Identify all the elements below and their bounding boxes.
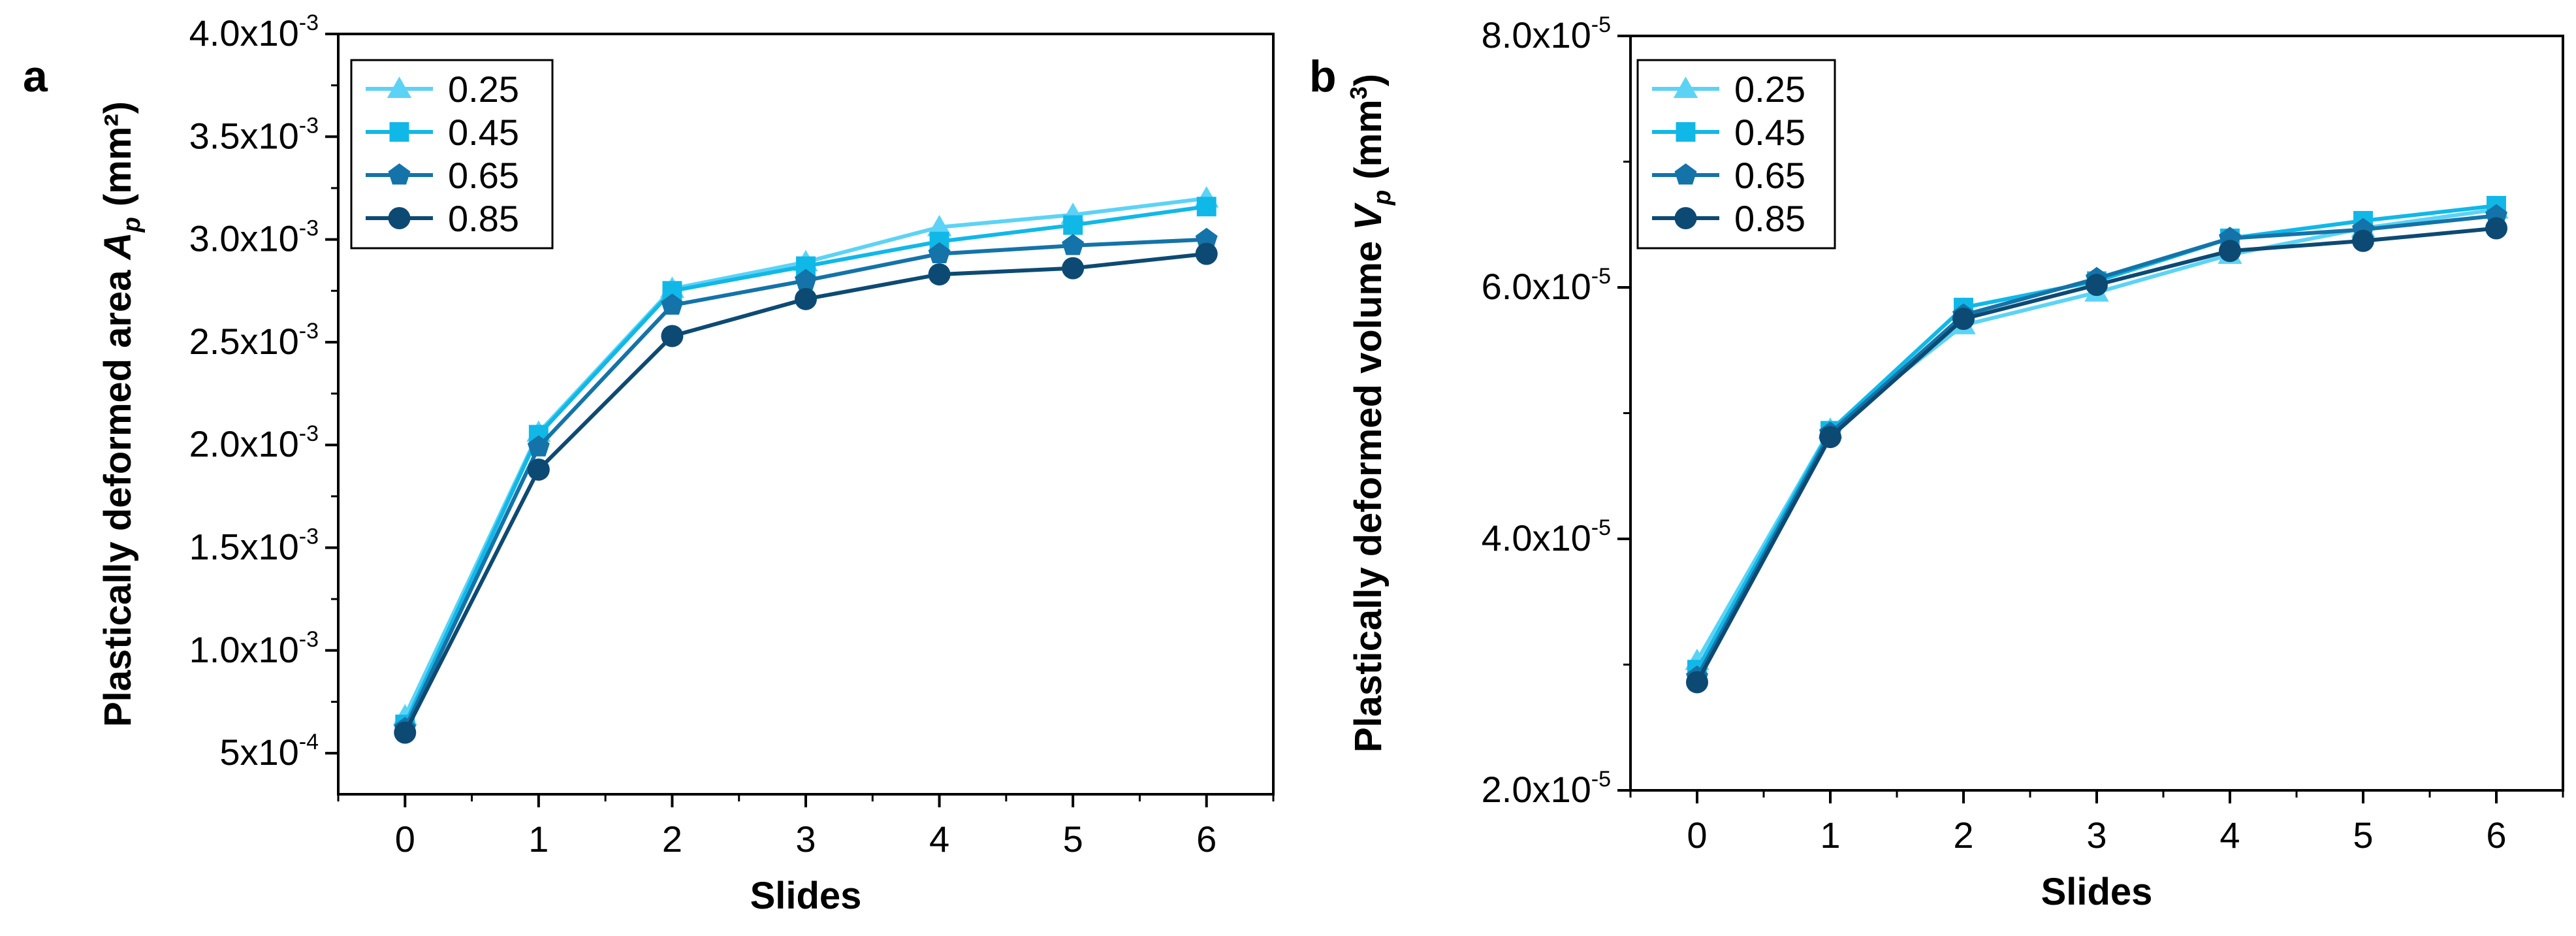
- data-point: [928, 242, 951, 264]
- data-point: [1195, 242, 1218, 265]
- series-0.65: [394, 227, 1218, 738]
- data-point: [1686, 671, 1708, 694]
- data-point: [1952, 308, 1975, 331]
- x-tick-label: 0: [1687, 815, 1707, 856]
- data-point: [1062, 234, 1085, 255]
- x-tick-label: 3: [795, 818, 816, 860]
- legend-marker-square: [1676, 122, 1696, 142]
- panel-letter: b: [1309, 52, 1337, 101]
- panel-letter: a: [23, 52, 48, 101]
- y-tick-label: 1.5x10-3: [189, 524, 319, 567]
- x-tick-label: 5: [2353, 815, 2373, 856]
- x-tick-label: 4: [2219, 815, 2240, 856]
- data-point: [394, 721, 417, 744]
- legend: 0.250.450.650.85: [350, 59, 554, 250]
- legend-marker-circle: [388, 207, 411, 229]
- y-axis-title: Plastically deformed volume Vp (mm3): [1345, 74, 1396, 752]
- data-point: [527, 458, 550, 481]
- y-tick-label: 3.0x10-3: [189, 216, 319, 259]
- y-tick-label: 2.5x10-3: [189, 319, 319, 362]
- x-tick-label: 4: [929, 818, 949, 860]
- legend-label: 0.65: [1734, 155, 1805, 196]
- x-tick-label: 5: [1063, 818, 1083, 860]
- data-point: [527, 435, 550, 457]
- legend-label: 0.45: [448, 112, 519, 153]
- data-point: [1195, 227, 1218, 250]
- y-tick-label: 3.5x10-3: [189, 113, 319, 156]
- y-axis: 5x10-4 1.0x10-3 1.5x10-3 2.0x10-3 2.5x10-3 3.…: [189, 10, 338, 773]
- legend-marker-pentagon: [1674, 163, 1697, 185]
- data-point: [661, 325, 684, 347]
- x-tick-label: 0: [395, 818, 415, 860]
- series-0.85: [1686, 217, 2507, 694]
- data-point: [1819, 426, 1841, 449]
- data-point: [2352, 229, 2374, 252]
- legend-marker-circle: [1674, 207, 1697, 229]
- y-tick-label: 5x10-4: [219, 730, 319, 773]
- y-tick-label: 2.0x10-5: [1482, 767, 1611, 810]
- data-point: [1063, 215, 1083, 235]
- data-point: [2219, 240, 2241, 263]
- series-line: [403, 251, 1207, 734]
- x-tick-label: 6: [2486, 815, 2506, 856]
- data-point: [661, 293, 684, 315]
- legend-marker-square: [389, 122, 409, 142]
- y-tick-label: 2.0x10-3: [189, 421, 319, 464]
- chart-panel-b: b 0 1 2 3 4 5 6 Slides 2.0x10-5 4.0x10-5 6.0x10-5 8.…: [1309, 12, 2564, 913]
- x-axis-title: Slides: [750, 875, 862, 917]
- legend-label: 0.25: [448, 69, 519, 110]
- data-point: [1062, 257, 1085, 280]
- x-tick-label: 1: [1820, 815, 1840, 856]
- chart-panel-a: a 0 1 2 3 4 5 6 Slides 5x10-4 1.0x10-3 1.5x10-3 2.0x…: [23, 10, 1275, 917]
- data-point: [1196, 197, 1216, 217]
- y-axis: 2.0x10-5 4.0x10-5 6.0x10-5 8.0x10-5: [1482, 12, 1630, 810]
- legend-marker-triangle: [1673, 76, 1698, 99]
- data-point: [795, 287, 817, 310]
- y-tick-label: 8.0x10-5: [1482, 12, 1611, 56]
- legend-label: 0.85: [1734, 198, 1805, 239]
- legend-label: 0.45: [1734, 112, 1805, 153]
- x-tick-label: 3: [2086, 815, 2107, 856]
- x-axis-title: Slides: [2041, 871, 2153, 913]
- data-point: [928, 263, 951, 286]
- x-axis: 0 1 2 3 4 5 6: [337, 794, 1275, 860]
- y-tick-label: 4.0x10-5: [1482, 515, 1611, 558]
- series-line: [403, 237, 1207, 730]
- y-tick-label: 4.0x10-3: [189, 10, 319, 54]
- data-point: [927, 215, 952, 236]
- x-tick-label: 1: [528, 818, 549, 860]
- x-tick-label: 2: [1953, 815, 1973, 856]
- series-0.85: [394, 242, 1218, 744]
- legend-label: 0.25: [1734, 69, 1805, 110]
- legend-marker-pentagon: [388, 163, 411, 185]
- legend: 0.250.450.650.85: [1636, 59, 1836, 250]
- y-tick-label: 1.0x10-3: [189, 627, 319, 670]
- y-axis-title: Plastically deformed area Ap (mm²): [97, 101, 146, 727]
- data-point: [795, 268, 817, 290]
- x-tick-label: 6: [1196, 818, 1216, 860]
- data-point: [2086, 274, 2108, 297]
- x-tick-label: 2: [662, 818, 682, 860]
- legend-label: 0.65: [448, 155, 519, 196]
- legend-marker-triangle: [387, 76, 412, 99]
- data-point: [2485, 217, 2507, 240]
- legend-label: 0.85: [448, 198, 519, 239]
- y-tick-label: 6.0x10-5: [1482, 264, 1611, 307]
- x-axis: 0 1 2 3 4 5 6: [1629, 790, 2564, 856]
